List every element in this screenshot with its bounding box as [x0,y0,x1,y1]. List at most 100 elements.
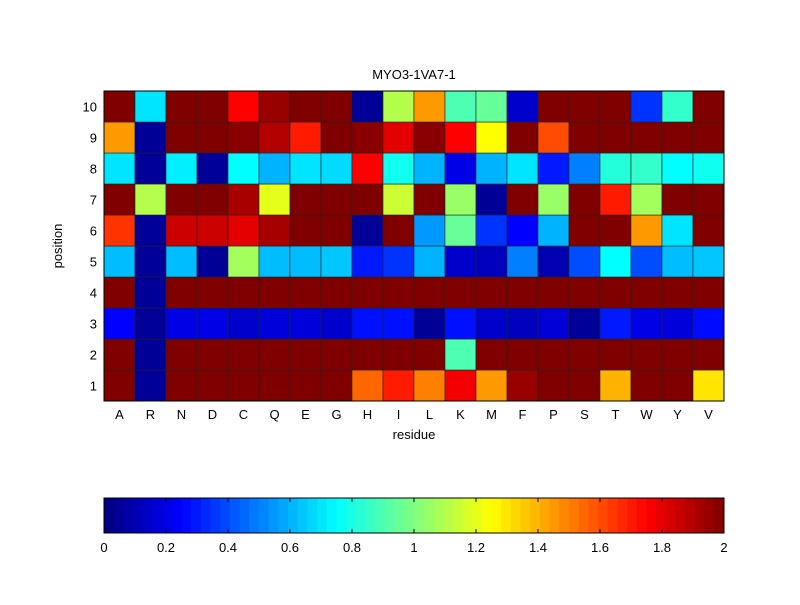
colorbar-swatch [375,498,386,533]
cell-N-9 [165,121,198,154]
cell-I-7 [382,183,415,216]
cell-A-10 [103,90,136,123]
cell-R-10 [134,90,167,123]
colorbar-swatch [675,498,686,533]
cell-T-4 [599,276,632,309]
cell-N-2 [165,338,198,371]
cell-H-6 [351,214,384,247]
cell-I-9 [382,121,415,154]
colorbar-swatch [607,498,618,533]
cell-M-3 [475,307,508,340]
cell-P-3 [537,307,570,340]
x-tick-label: F [519,407,527,422]
y-tick-label: 3 [90,317,97,332]
colorbar-swatch [433,498,444,533]
cell-F-7 [506,183,539,216]
cell-R-4 [134,276,167,309]
colorbar-swatch [694,498,706,533]
colorbar-swatch [481,498,492,533]
cell-F-5 [506,245,539,278]
cell-D-8 [196,152,229,185]
y-tick-label: 9 [90,131,97,146]
cell-N-8 [165,152,198,185]
x-tick-label: Y [673,407,682,422]
cell-N-5 [165,245,198,278]
cell-H-9 [351,121,384,154]
cell-M-1 [475,369,508,402]
colorbar [104,498,725,533]
x-tick-label: S [580,407,589,422]
cell-G-3 [320,307,353,340]
colorbar-swatch [220,498,231,533]
cell-A-4 [103,276,136,309]
cell-L-6 [413,214,446,247]
cell-V-1 [692,369,725,402]
cell-R-2 [134,338,167,371]
cell-P-4 [537,276,570,309]
cell-H-10 [351,90,384,123]
y-tick-label: 1 [90,379,97,394]
colorbar-tick-label: 1.4 [529,540,547,555]
x-tick-label: M [486,407,497,422]
cell-C-9 [227,121,260,154]
cell-N-1 [165,369,198,402]
cell-A-7 [103,183,136,216]
cell-T-5 [599,245,632,278]
cell-D-3 [196,307,229,340]
colorbar-swatch [646,498,657,533]
colorbar-swatch [113,498,124,533]
x-tick-label: T [612,407,620,422]
cell-C-8 [227,152,260,185]
plot-frame [103,90,725,402]
colorbar-tick-label: 0 [100,540,107,555]
x-tick-label: W [640,407,653,422]
colorbar-swatch [104,498,115,533]
cell-C-5 [227,245,260,278]
colorbar-swatch [162,498,173,533]
cell-C-2 [227,338,260,371]
cell-V-6 [692,214,725,247]
colorbar-swatch [200,498,212,533]
cell-W-4 [630,276,663,309]
cell-T-9 [599,121,632,154]
cell-Y-8 [661,152,694,185]
y-tick-label: 5 [90,255,97,270]
cell-G-10 [320,90,353,123]
cell-W-5 [630,245,663,278]
cell-N-10 [165,90,198,123]
cell-W-9 [630,121,663,154]
cell-Q-3 [258,307,291,340]
colorbar-swatch [665,498,677,533]
cell-K-3 [444,307,477,340]
colorbar-swatch [249,498,260,533]
colorbar-swatch [210,498,221,533]
cell-V-10 [692,90,725,123]
x-tick-label: C [239,407,248,422]
colorbar-swatch [443,498,454,533]
cell-T-1 [599,369,632,402]
cell-K-2 [444,338,477,371]
x-tick-label: L [426,407,433,422]
cell-D-6 [196,214,229,247]
cell-T-10 [599,90,632,123]
colorbar-tick-label: 1.2 [467,540,485,555]
cell-P-5 [537,245,570,278]
cell-F-9 [506,121,539,154]
cell-M-8 [475,152,508,185]
cell-E-10 [289,90,322,123]
cell-E-8 [289,152,322,185]
cell-C-1 [227,369,260,402]
cell-E-1 [289,369,322,402]
cell-M-2 [475,338,508,371]
cell-I-6 [382,214,415,247]
colorbar-tick-label: 0.4 [219,540,237,555]
cell-K-8 [444,152,477,185]
colorbar-swatch [627,498,638,533]
cell-S-4 [568,276,601,309]
cell-A-2 [103,338,136,371]
colorbar-swatch [588,498,599,533]
cell-K-10 [444,90,477,123]
cell-V-8 [692,152,725,185]
cell-C-7 [227,183,260,216]
